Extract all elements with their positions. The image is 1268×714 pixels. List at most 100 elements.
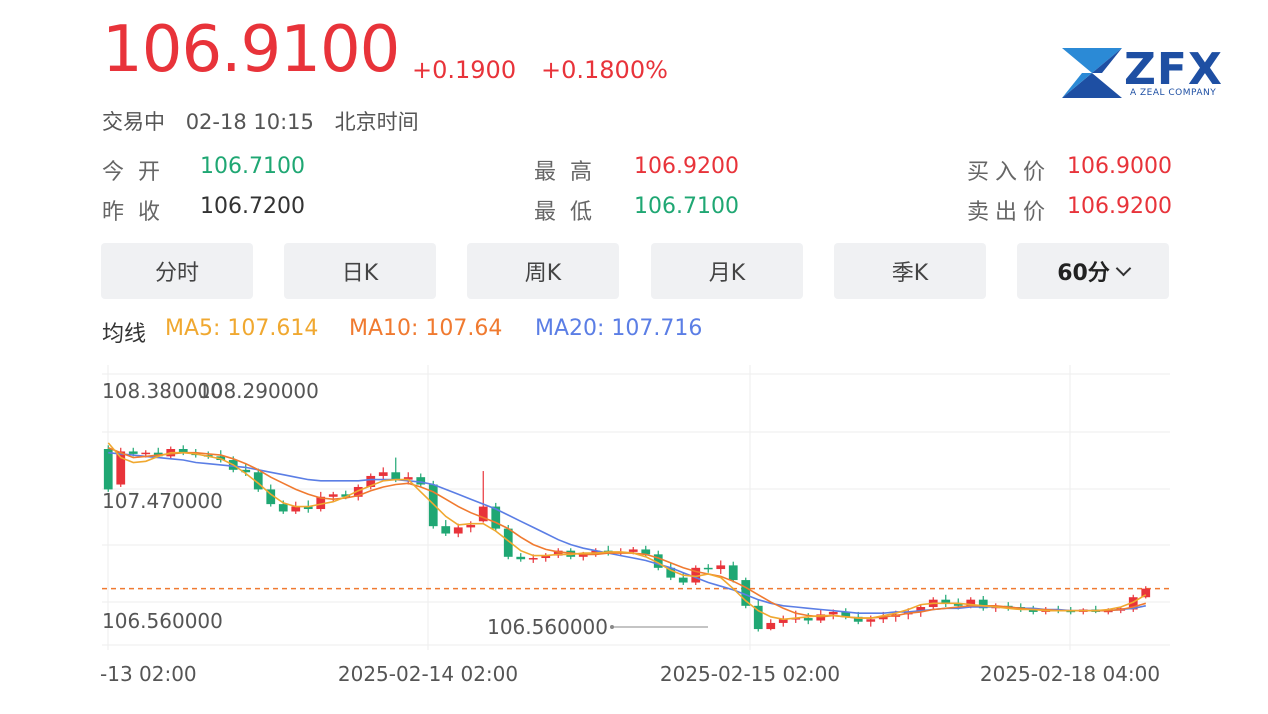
brand-logo: [1062, 48, 1124, 102]
candle-body: [716, 565, 726, 570]
candle-body: [416, 477, 426, 485]
tab-monthly-k[interactable]: 月K: [651, 243, 803, 299]
current-price: 106.9100: [102, 13, 400, 87]
candle-body: [1128, 597, 1138, 610]
candle-body: [491, 506, 501, 529]
candle-body: [878, 616, 888, 620]
quote-datetime: 02-18 10:15: [185, 110, 314, 134]
candle-body: [241, 469, 251, 473]
min-price-label: 106.560000: [487, 615, 608, 639]
candle-body: [328, 494, 338, 497]
axis-labels: 108.380000 107.470000 106.560000 108.290000…: [100, 379, 1160, 686]
tab-quarterly-k[interactable]: 季K: [834, 243, 986, 299]
high-label: 最高: [534, 160, 607, 185]
candle-body: [941, 599, 951, 604]
ma10-line: [108, 447, 1147, 619]
candle-body: [553, 550, 563, 556]
trading-status-line: 交易中 02-18 10:15 北京时间: [102, 106, 433, 136]
ma5-line: [107, 442, 1147, 621]
candle-body: [503, 528, 513, 557]
candle-body: [628, 549, 638, 552]
candle-body: [978, 599, 988, 609]
candles: [103, 445, 1151, 632]
candle-body: [853, 616, 863, 622]
x-tick-label: 2025-02-18 04:00: [980, 662, 1160, 686]
ma10-legend: MA10: 107.64: [349, 316, 503, 341]
candle-body: [841, 611, 851, 617]
candle-body: [116, 451, 126, 485]
x-tick-label: 2025-02-14 02:00: [338, 662, 518, 686]
ma20-line: [108, 451, 1146, 615]
candle-body: [403, 477, 413, 480]
bid-label: 买入价: [967, 160, 1052, 185]
candle-body: [753, 605, 763, 630]
candle-body: [128, 451, 138, 454]
candle-body: [728, 565, 738, 581]
candle-body: [541, 555, 551, 559]
candle-body: [528, 558, 538, 560]
ask-value: 106.9200: [1067, 194, 1172, 219]
candle-body: [866, 619, 876, 622]
candle-body: [178, 449, 188, 453]
candle-body: [953, 603, 963, 606]
candle-body: [828, 611, 838, 615]
ma20-legend: MA20: 107.716: [535, 316, 703, 341]
price-change-percent: +0.1800%: [541, 56, 668, 84]
prev-close-value: 106.7200: [200, 194, 305, 219]
ask-label: 卖出价: [967, 200, 1052, 225]
price-change: +0.1900: [412, 56, 517, 84]
x-tick-label: -13 02:00: [100, 662, 197, 686]
candle-body: [478, 506, 488, 522]
low-value: 106.7100: [634, 194, 739, 219]
trading-status: 交易中: [102, 110, 165, 134]
y-tick-label: 108.380000: [102, 379, 223, 403]
candle-body: [653, 554, 663, 568]
candle-body: [1028, 609, 1038, 612]
chevron-down-icon: [1115, 260, 1132, 276]
tab-60min-label: 60分: [1057, 261, 1110, 286]
x-tick-label: 2025-02-15 02:00: [660, 662, 840, 686]
candle-body: [428, 484, 438, 527]
candle-body: [391, 472, 401, 480]
candle-body: [303, 506, 313, 510]
open-label: 今开: [102, 160, 175, 185]
candle-body: [966, 599, 976, 606]
candle-body: [678, 577, 688, 583]
candle-body: [253, 472, 263, 490]
logo-text: ZFX: [1124, 44, 1223, 95]
ma-lines: [107, 442, 1147, 621]
tab-intraday[interactable]: 分时: [101, 243, 253, 299]
candle-body: [278, 504, 288, 512]
timezone-label: 北京时间: [334, 110, 419, 134]
candle-body: [441, 526, 451, 534]
candle-body: [766, 622, 776, 630]
candle-body: [378, 472, 388, 476]
zfx-logo-icon: [1062, 48, 1122, 98]
candle-body: [516, 556, 526, 560]
candle-body: [291, 506, 301, 512]
candle-body: [453, 527, 463, 534]
min-price-dot: [610, 625, 614, 629]
candle-body: [703, 567, 713, 570]
candle-body: [666, 567, 676, 578]
ma-legend-label: 均线: [102, 322, 147, 347]
candle-body: [1141, 588, 1151, 598]
y-tick-label: 107.470000: [102, 489, 223, 513]
candlestick-chart: 108.380000 107.470000 106.560000 108.290000…: [100, 365, 1170, 686]
candle-body: [266, 489, 276, 505]
candle-body: [341, 494, 351, 497]
candle-body: [778, 619, 788, 623]
y-tick-label: 106.560000: [102, 609, 223, 633]
candle-body: [803, 618, 813, 621]
tab-60min[interactable]: 60分: [1017, 243, 1169, 299]
bid-value: 106.9000: [1067, 154, 1172, 179]
low-label: 最低: [534, 200, 607, 225]
max-price-label: 108.290000: [198, 379, 319, 403]
candle-body: [578, 554, 588, 557]
tab-daily-k[interactable]: 日K: [284, 243, 436, 299]
candle-body: [641, 549, 651, 555]
prev-close-label: 昨收: [102, 200, 175, 225]
logo-tagline: A ZEAL COMPANY: [1130, 88, 1217, 98]
tab-weekly-k[interactable]: 周K: [467, 243, 619, 299]
candle-body: [353, 486, 363, 497]
